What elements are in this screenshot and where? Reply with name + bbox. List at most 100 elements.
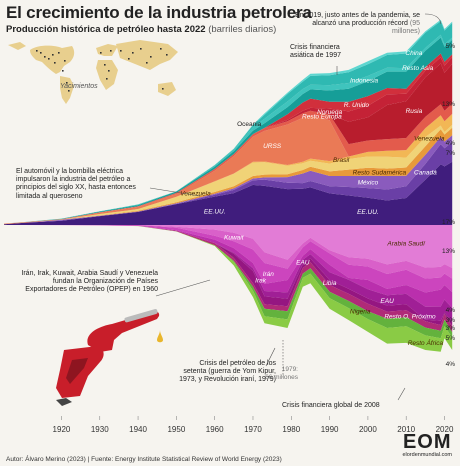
oilfield-dot <box>100 52 102 54</box>
percent-label: 13% <box>442 248 455 255</box>
logo-text: EOM <box>402 431 452 453</box>
oilfield-dot <box>68 90 70 92</box>
series-label-urss: URSS <box>263 143 282 150</box>
percent-label: 5% <box>446 335 456 342</box>
stream-m-xico <box>4 135 453 225</box>
crisis2008-leader <box>397 387 406 401</box>
oilfield-dot <box>106 78 108 80</box>
percent-label: 17% <box>442 219 455 226</box>
percent-label: 7% <box>446 150 456 157</box>
page-title: El crecimiento de la industria petrolera <box>6 3 312 22</box>
series-label-resto-frica: Resto África <box>408 338 444 347</box>
x-tick-label: 1930 <box>91 425 109 434</box>
oilfield-dot <box>64 60 66 62</box>
stream-kuwait <box>4 225 453 279</box>
oilfield-dot <box>48 58 50 60</box>
oilfield-dot <box>120 50 122 52</box>
x-tick-label: 1950 <box>167 425 185 434</box>
page-subtitle: Producción histórica de petróleo hasta 2… <box>6 24 276 35</box>
series-label-kuwait: Kuwait <box>224 235 245 242</box>
oilfield-dot <box>66 82 68 84</box>
percent-label: 4% <box>446 140 456 147</box>
map-label: Yacimientos <box>60 83 98 90</box>
x-tick-label: 1960 <box>206 425 224 434</box>
automovil-leader <box>149 187 201 197</box>
percent-labels: 5% 13% 4% 7% 17% 13% 4% 3%3% 5% 4% <box>442 43 455 368</box>
series-label-ee-uu-: EE.UU. <box>204 208 226 215</box>
subtitle-text: Producción histórica de petróleo hasta 2… <box>6 24 206 35</box>
x-tick-label: 2020 <box>436 425 454 434</box>
percent-label: 4% <box>446 361 456 368</box>
oilfield-dot <box>52 54 54 56</box>
x-tick-label: 1980 <box>282 425 300 434</box>
percent-label: 5% <box>446 43 456 50</box>
series-label-r-unido: R. Unido <box>344 102 370 109</box>
oilfield-dot <box>128 58 130 60</box>
percent-label: 4% <box>446 307 456 314</box>
percent-label: 3% <box>446 317 456 324</box>
oilfield-dot <box>110 50 112 52</box>
series-label-oceania: Oceania <box>237 121 262 128</box>
oilfield-dot <box>146 62 148 64</box>
series-label-indonesia: Indonesia <box>350 78 379 85</box>
series-label-venezuela: Venezuela <box>180 191 211 198</box>
stream-resto-frica <box>4 225 453 352</box>
series-label-libia: Libia <box>323 280 337 287</box>
series-label-arabia-saud-: Arabia Saudí <box>386 240 426 247</box>
y1979-value: 66 millones <box>265 373 298 381</box>
stream-resto-europa <box>4 103 453 224</box>
note-opep: Irán, Irak, Kuwait, Arabia Saudí y Venez… <box>21 270 158 294</box>
oilfield-dots <box>36 48 168 92</box>
oilfield-dot <box>162 88 164 90</box>
series-label-noruega: Noruega <box>317 109 342 116</box>
note-crisis70: Crisis del petróleo de los setenta (guer… <box>179 360 276 384</box>
series-label-resto-o-pr-ximo: Resto O. Próximo <box>384 313 436 320</box>
series-label-canad-: Canadá <box>414 169 437 176</box>
series-labels: EE.UU. EE.UU. Canadá México Resto Sudamérica… <box>180 50 445 347</box>
pandemia-arrow <box>424 13 442 25</box>
series-label-resto-sudam-rica: Resto Sudamérica <box>353 170 407 177</box>
note-crisis1997: Crisis financiera asiática de 1997 <box>290 44 341 60</box>
series-label-m-xico: México <box>358 179 379 186</box>
series-label-nigeria: Nigeria <box>350 308 371 315</box>
fuel-nozzle-icon <box>56 309 163 406</box>
series-label-venezuela: Venezuela <box>414 136 445 143</box>
subtitle-unit: (barriles diarios) <box>208 24 277 35</box>
oilfield-dot <box>36 50 38 52</box>
note-crisis2008: Crisis financiera global de 2008 <box>282 402 380 409</box>
series-label-resto-europa: Resto Europa <box>302 113 342 120</box>
oilfield-dot <box>62 70 64 72</box>
y1979-label: 1979: <box>281 366 298 373</box>
oilfield-dot <box>140 48 142 50</box>
opep-leader <box>155 279 211 297</box>
x-tick-label: 2010 <box>397 425 415 434</box>
stream-layers <box>4 19 453 352</box>
record-value: (95 millones) <box>391 20 420 36</box>
note-pandemia: En 2019, justo antes de la pandemia, se … <box>290 12 420 37</box>
series-label-ir-n: Irán <box>263 271 275 278</box>
oilfield-dot <box>54 62 56 64</box>
annotation-lines <box>149 13 442 401</box>
stream-ee-uu- <box>4 161 453 225</box>
stream-urss <box>4 113 453 225</box>
series-label-irak: Irak <box>255 278 267 285</box>
oilfield-dot <box>166 54 168 56</box>
x-axis: 1920 1930 1940 1950 1960 1970 1980 1990 2000 2010… <box>53 416 454 434</box>
world-map-icon <box>8 40 178 104</box>
percent-label: 3% <box>446 325 456 332</box>
oilfield-dot <box>104 64 106 66</box>
stream-arabia-saud- <box>4 225 453 268</box>
x-tick-label: 1970 <box>244 425 262 434</box>
pandemia-text: En 2019, justo antes de la pandemia, se … <box>295 12 420 28</box>
logo: EOM elordenmundial.com <box>402 432 452 458</box>
series-label-eau: EAU <box>380 298 394 305</box>
x-tick-label: 1940 <box>129 425 147 434</box>
oilfield-dot <box>58 52 60 54</box>
oilfield-dot <box>160 48 162 50</box>
series-label-brasil: Brasil <box>333 157 350 164</box>
oilfield-dot <box>132 52 134 54</box>
series-label-china: China <box>405 50 422 57</box>
x-tick-label: 2000 <box>359 425 377 434</box>
x-tick-label: 1990 <box>321 425 339 434</box>
series-label-rusia: Rusia <box>406 108 423 115</box>
